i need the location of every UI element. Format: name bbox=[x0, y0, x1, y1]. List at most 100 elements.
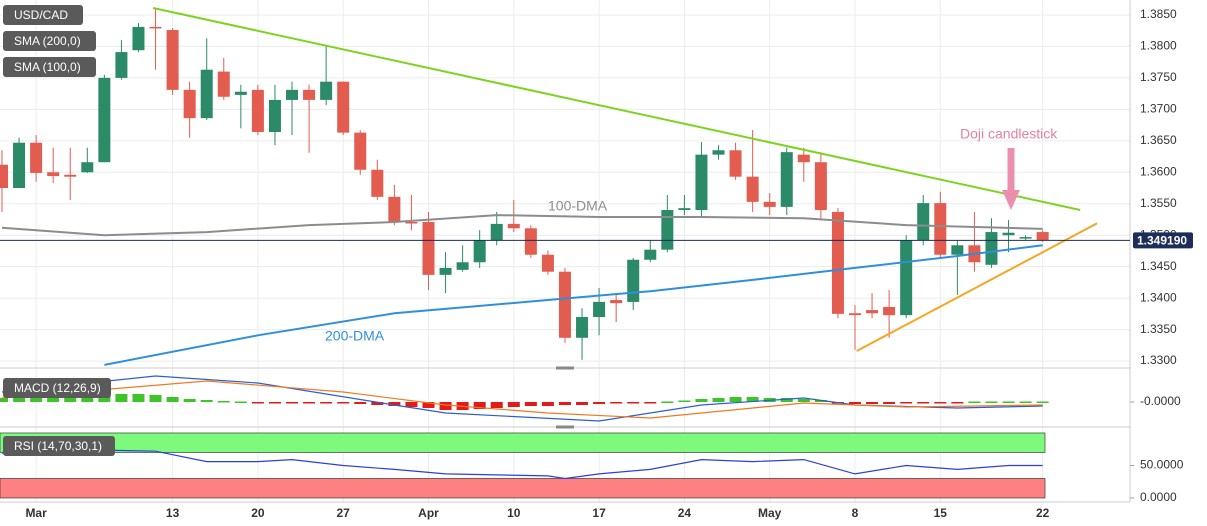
macd-histogram-bar bbox=[166, 397, 179, 402]
macd-histogram-bar bbox=[541, 402, 554, 406]
candle-body bbox=[149, 26, 162, 29]
macd-histogram-bar bbox=[848, 402, 861, 404]
current-price-label: 1.349190 bbox=[1137, 233, 1187, 247]
candle-body bbox=[439, 267, 452, 275]
macd-histogram-bar bbox=[661, 401, 674, 403]
candle-body bbox=[422, 222, 435, 275]
y-tick-label: 1.3600 bbox=[1140, 164, 1177, 178]
x-tick-label: 13 bbox=[166, 506, 180, 520]
candle-body bbox=[831, 211, 844, 314]
macd-histogram-bar bbox=[64, 396, 77, 402]
macd-histogram-bar bbox=[371, 402, 384, 405]
macd-histogram-bar bbox=[985, 401, 998, 403]
x-tick-label: 15 bbox=[934, 506, 948, 520]
legend-entry: SMA (200,0) bbox=[14, 34, 81, 48]
x-tick-label: Apr bbox=[418, 506, 439, 520]
macd-histogram-bar bbox=[81, 396, 94, 402]
macd-histogram-bar bbox=[303, 402, 316, 404]
panel-label: MACD (12,26,9) bbox=[14, 381, 101, 395]
panel-label: RSI (14,70,30,1) bbox=[14, 439, 102, 453]
macd-histogram-bar bbox=[558, 402, 571, 405]
macd-histogram-bar bbox=[200, 400, 213, 402]
macd-histogram-bar bbox=[13, 397, 26, 402]
candle-body bbox=[405, 222, 418, 224]
macd-histogram-bar bbox=[814, 400, 827, 402]
y-tick-label: 50.0000 bbox=[1140, 458, 1184, 472]
y-tick-label: 1.3450 bbox=[1140, 259, 1177, 273]
candle-body bbox=[746, 176, 759, 202]
ma-label: 100-DMA bbox=[548, 198, 608, 214]
legend-box bbox=[3, 31, 96, 51]
macd-histogram-bar bbox=[644, 402, 657, 404]
candle-body bbox=[30, 142, 43, 173]
macd-histogram-bar bbox=[388, 402, 401, 406]
candle-body bbox=[388, 196, 401, 222]
candle-body bbox=[900, 240, 913, 316]
x-tick-label: Mar bbox=[25, 506, 47, 520]
macd-histogram-bar bbox=[217, 401, 230, 403]
candle-body bbox=[200, 69, 213, 119]
macd-histogram-bar bbox=[320, 402, 333, 404]
y-tick-label: 1.3350 bbox=[1140, 322, 1177, 336]
candle-body bbox=[934, 203, 947, 255]
candle-body bbox=[166, 30, 179, 90]
candle-body bbox=[268, 99, 281, 133]
candle-body bbox=[507, 223, 520, 229]
macd-histogram-bar bbox=[780, 398, 793, 402]
candle-body bbox=[371, 169, 384, 197]
macd-histogram-bar bbox=[337, 402, 350, 404]
x-tick-label: 17 bbox=[592, 506, 606, 520]
y-tick-label: 1.3400 bbox=[1140, 290, 1177, 304]
x-tick-label: 24 bbox=[678, 506, 692, 520]
x-tick-label: May bbox=[758, 506, 782, 520]
candle-body bbox=[0, 164, 8, 189]
macd-histogram-bar bbox=[268, 402, 281, 404]
macd-histogram-bar bbox=[234, 401, 247, 403]
candle-body bbox=[695, 154, 708, 211]
macd-histogram-bar bbox=[354, 402, 367, 404]
x-tick-label: 27 bbox=[337, 506, 351, 520]
candle-body bbox=[780, 152, 793, 207]
candle-body bbox=[490, 223, 503, 241]
macd-histogram-bar bbox=[149, 395, 162, 402]
moving-average bbox=[1, 214, 1043, 237]
legend-entry: SMA (100,0) bbox=[14, 60, 81, 74]
candle-body bbox=[917, 203, 930, 241]
rsi-band bbox=[0, 432, 1046, 453]
candle-body bbox=[132, 26, 145, 51]
candle-body bbox=[883, 306, 896, 316]
macd-histogram-bar bbox=[405, 402, 418, 407]
x-tick-label: 10 bbox=[507, 506, 521, 520]
trendline bbox=[856, 222, 1098, 352]
candle-body bbox=[866, 310, 879, 314]
y-tick-label: -0.0000 bbox=[1140, 394, 1181, 408]
macd-histogram-bar bbox=[900, 402, 913, 404]
candle-body bbox=[47, 172, 60, 177]
annotation-arrow-head bbox=[1002, 190, 1020, 210]
macd-histogram-bar bbox=[473, 402, 486, 409]
macd-histogram-bar bbox=[968, 401, 981, 403]
candle-body bbox=[729, 150, 742, 177]
macd-histogram-bar bbox=[0, 398, 8, 402]
candle-body bbox=[286, 89, 299, 100]
macd-histogram-bar bbox=[576, 402, 589, 405]
macd-histogram-bar bbox=[47, 396, 60, 402]
y-tick-label: 1.3750 bbox=[1140, 70, 1177, 84]
candle-body bbox=[678, 208, 691, 211]
candle-body bbox=[558, 271, 571, 338]
macd-histogram-bar bbox=[951, 402, 964, 404]
panel-label-box bbox=[3, 436, 115, 456]
candle-body bbox=[644, 249, 657, 260]
x-tick-label: 20 bbox=[251, 506, 265, 520]
macd-histogram-bar bbox=[917, 402, 930, 404]
x-tick-label: 22 bbox=[1036, 506, 1050, 520]
candle-body bbox=[354, 132, 367, 170]
macd-histogram-bar bbox=[422, 402, 435, 408]
macd-line bbox=[1, 380, 1043, 419]
annotation: Doji candlestick bbox=[960, 126, 1058, 142]
candle-body bbox=[98, 77, 111, 163]
x-tick-label: 8 bbox=[852, 506, 859, 520]
candle-body bbox=[848, 313, 861, 316]
macd-histogram-bar bbox=[712, 398, 725, 402]
